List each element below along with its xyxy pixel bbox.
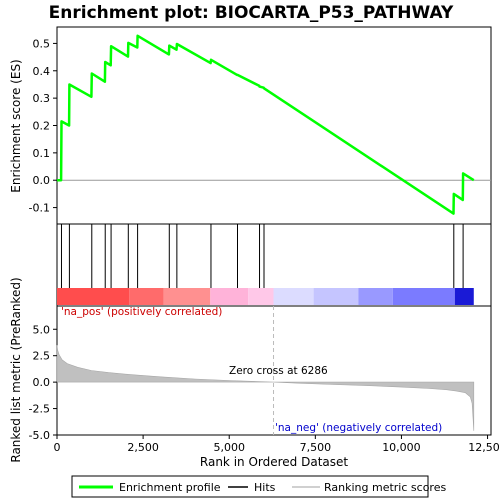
x-tick-label: 7,500 xyxy=(300,441,332,454)
neg-corr-label: 'na_neg' (negatively correlated) xyxy=(275,422,442,434)
heat-bar-segment xyxy=(129,288,164,305)
es-tick-label: 0.1 xyxy=(33,147,51,160)
metric-tick-label: 5.0 xyxy=(33,323,51,336)
pos-corr-label: 'na_pos' (positively correlated) xyxy=(61,306,222,318)
zero-cross-label: Zero cross at 6286 xyxy=(229,365,328,377)
metric-tick-label: -5.0 xyxy=(29,429,50,442)
x-tick-label: 2,500 xyxy=(127,441,159,454)
es-tick-label: 0.0 xyxy=(33,174,51,187)
es-axis-label: Enrichment score (ES) xyxy=(9,59,23,192)
metric-tick-label: 0.0 xyxy=(33,376,51,389)
heat-bar-segment xyxy=(392,288,455,305)
heat-bar-segment xyxy=(313,288,359,305)
heat-bar-layer xyxy=(57,288,474,305)
es-tick-label: -0.1 xyxy=(29,202,50,215)
legend-box xyxy=(71,475,429,498)
heat-bar-segment xyxy=(358,288,393,305)
chart-title: Enrichment plot: BIOCARTA_P53_PATHWAY xyxy=(49,3,454,23)
x-tick-label: 12,500 xyxy=(468,441,500,454)
es-tick-label: 0.2 xyxy=(33,120,51,133)
metric-area xyxy=(56,345,475,431)
hits-layer xyxy=(60,224,464,288)
heat-bar-segment xyxy=(210,288,249,305)
x-tick-label: 0 xyxy=(54,441,61,454)
metric-layer: -5.0 -2.5 0.0 2.5 5.0 0 2,500 5,000 7,500 10,000 1… xyxy=(29,306,500,454)
es-profile-line xyxy=(57,34,475,215)
metric-tick-label: -2.5 xyxy=(29,403,50,416)
es-layer: -0.1 0.0 0.1 0.2 0.3 0.4 0.5 xyxy=(29,34,491,215)
es-tick-label: 0.5 xyxy=(33,37,51,50)
metric-tick-label: 2.5 xyxy=(33,350,51,363)
heat-bar-segment xyxy=(57,288,130,305)
es-tick-label: 0.3 xyxy=(33,92,51,105)
heat-bar-segment xyxy=(163,288,211,305)
legend-label-metric: Ranking metric scores xyxy=(324,481,446,494)
metric-axis-label: Ranked list metric (PreRanked) xyxy=(9,277,23,462)
legend-label-hits: Hits xyxy=(254,481,276,494)
heat-bar-segment xyxy=(454,288,474,305)
heat-bar-segment xyxy=(273,288,314,305)
x-tick-label: 10,000 xyxy=(382,441,421,454)
x-tick-label: 5,000 xyxy=(213,441,245,454)
heat-bar-segment xyxy=(248,288,274,305)
x-axis-label: Rank in Ordered Dataset xyxy=(200,455,348,469)
es-tick-label: 0.4 xyxy=(33,65,51,78)
legend-label-enrichment: Enrichment profile xyxy=(119,481,221,494)
